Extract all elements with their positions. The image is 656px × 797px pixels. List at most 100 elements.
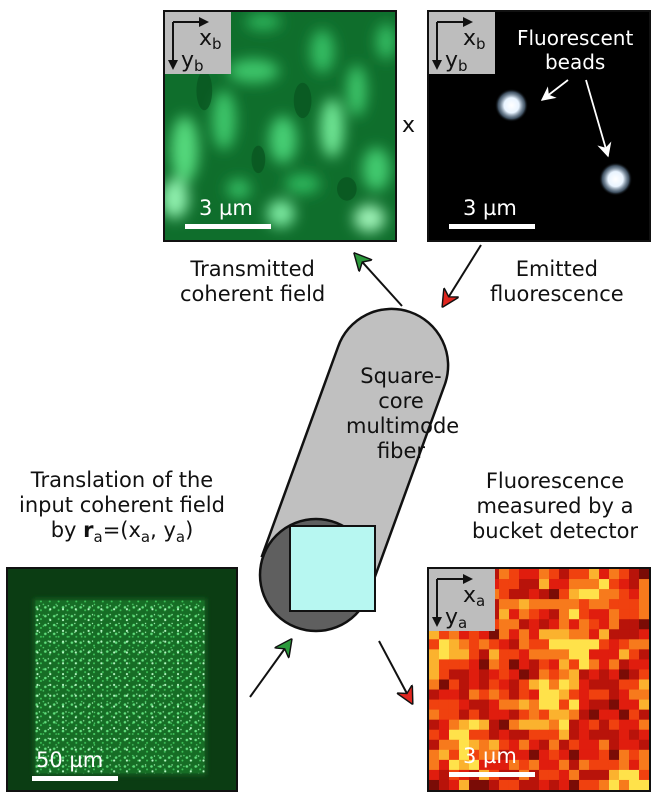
- heatmap-pixel: [598, 729, 610, 741]
- heatmap-pixel: [618, 589, 630, 600]
- heatmap-pixel: [519, 669, 530, 680]
- heatmap-pixel: [438, 669, 450, 680]
- heatmap-pixel: [579, 759, 590, 771]
- heatmap-pixel: [488, 719, 500, 731]
- heatmap-pixel: [598, 569, 610, 580]
- heatmap-pixel: [498, 749, 510, 761]
- heatmap-pixel: [548, 649, 560, 660]
- heatmap-pixel: [608, 589, 620, 600]
- axis-x-label: xb: [463, 26, 486, 53]
- heatmap-pixel: [558, 569, 570, 580]
- heatmap-pixel: [448, 709, 460, 721]
- heatmap-pixel: [608, 689, 620, 701]
- heatmap-pixel: [469, 639, 480, 650]
- heatmap-pixel: [438, 629, 450, 640]
- heatmap-pixel: [519, 659, 530, 670]
- heatmap-pixel: [429, 639, 440, 650]
- heatmap-pixel: [548, 749, 560, 761]
- heatmap-pixel: [558, 639, 570, 650]
- heatmap-pixel: [529, 609, 540, 620]
- heatmap-pixel: [639, 609, 649, 620]
- heatmap-pixel: [608, 709, 620, 721]
- heatmap-pixel: [569, 689, 580, 701]
- heatmap-pixel: [488, 649, 500, 660]
- heatmap-pixel: [539, 689, 550, 701]
- heatmap-pixel: [529, 599, 540, 610]
- heatmap-pixel: [589, 679, 600, 691]
- heatmap-pixel: [459, 719, 470, 731]
- heatmap-pixel: [579, 629, 590, 640]
- heatmap-pixel: [438, 769, 450, 781]
- heatmap-pixel: [629, 649, 640, 660]
- heatmap-pixel: [498, 609, 510, 620]
- heatmap-pixel: [498, 739, 510, 751]
- heatmap-pixel: [479, 659, 490, 670]
- heatmap-pixel: [558, 659, 570, 670]
- heatmap-pixel: [558, 609, 570, 620]
- heatmap-pixel: [519, 579, 530, 590]
- heatmap-pixel: [589, 699, 600, 711]
- heatmap-pixel: [589, 599, 600, 610]
- heatmap-pixel: [589, 569, 600, 580]
- heatmap-pixel: [569, 629, 580, 640]
- heatmap-pixel: [569, 639, 580, 650]
- heatmap-pixel: [448, 759, 460, 771]
- bead-2: [598, 162, 633, 196]
- heatmap-pixel: [558, 649, 570, 660]
- heatmap-pixel: [548, 679, 560, 691]
- heatmap-pixel: [569, 699, 580, 711]
- heatmap-pixel: [508, 609, 520, 620]
- heatmap-pixel: [479, 779, 490, 790]
- bead-1: [494, 88, 529, 123]
- heatmap-pixel: [539, 639, 550, 650]
- heatmap-pixel: [608, 649, 620, 660]
- heatmap-pixel: [629, 609, 640, 620]
- heatmap-pixel: [438, 639, 450, 650]
- heatmap-pixel: [639, 749, 649, 761]
- heatmap-pixel: [488, 739, 500, 751]
- heatmap-pixel: [508, 679, 520, 691]
- heatmap-pixel: [438, 719, 450, 731]
- heatmap-pixel: [548, 619, 560, 630]
- heatmap-pixel: [569, 709, 580, 721]
- heatmap-pixel: [589, 779, 600, 790]
- heatmap-pixel: [639, 779, 649, 790]
- heatmap-pixel: [618, 689, 630, 701]
- heatmap-pixel: [618, 709, 630, 721]
- heatmap-pixel: [448, 779, 460, 790]
- heatmap-pixel: [429, 689, 440, 701]
- heatmap-pixel: [608, 679, 620, 691]
- heatmap-pixel: [488, 689, 500, 701]
- heatmap-pixel: [548, 609, 560, 620]
- heatmap-pixel: [508, 569, 520, 580]
- heatmap-pixel: [438, 749, 450, 761]
- translation-caption: Translation of the input coherent field …: [19, 468, 225, 547]
- heatmap-pixel: [579, 769, 590, 781]
- heatmap-pixel: [429, 779, 440, 790]
- heatmap-pixel: [508, 619, 520, 630]
- heatmap-pixel: [479, 649, 490, 660]
- heatmap-pixel: [508, 599, 520, 610]
- heatmap-pixel: [479, 749, 490, 761]
- heatmap-pixel: [479, 689, 490, 701]
- heatmap-pixel: [469, 739, 480, 751]
- heatmap-pixel: [498, 569, 510, 580]
- heatmap-pixel: [548, 659, 560, 670]
- heatmap-pixel: [498, 689, 510, 701]
- heatmap-pixel: [579, 599, 590, 610]
- heatmap-pixel: [569, 649, 580, 660]
- heatmap-pixel: [608, 569, 620, 580]
- heatmap-pixel: [508, 779, 520, 790]
- heatmap-pixel: [508, 729, 520, 741]
- heatmap-pixel: [548, 689, 560, 701]
- heatmap-pixel: [548, 759, 560, 771]
- heatmap-pixel: [529, 779, 540, 790]
- heatmap-pixel: [569, 769, 580, 781]
- heatmap-pixel: [629, 779, 640, 790]
- heatmap-pixel: [459, 649, 470, 660]
- heatmap-pixel: [589, 639, 600, 650]
- heatmap-pixel: [529, 709, 540, 721]
- heatmap-pixel: [438, 709, 450, 721]
- heatmap-pixel: [608, 779, 620, 790]
- heatmap-pixel: [639, 599, 649, 610]
